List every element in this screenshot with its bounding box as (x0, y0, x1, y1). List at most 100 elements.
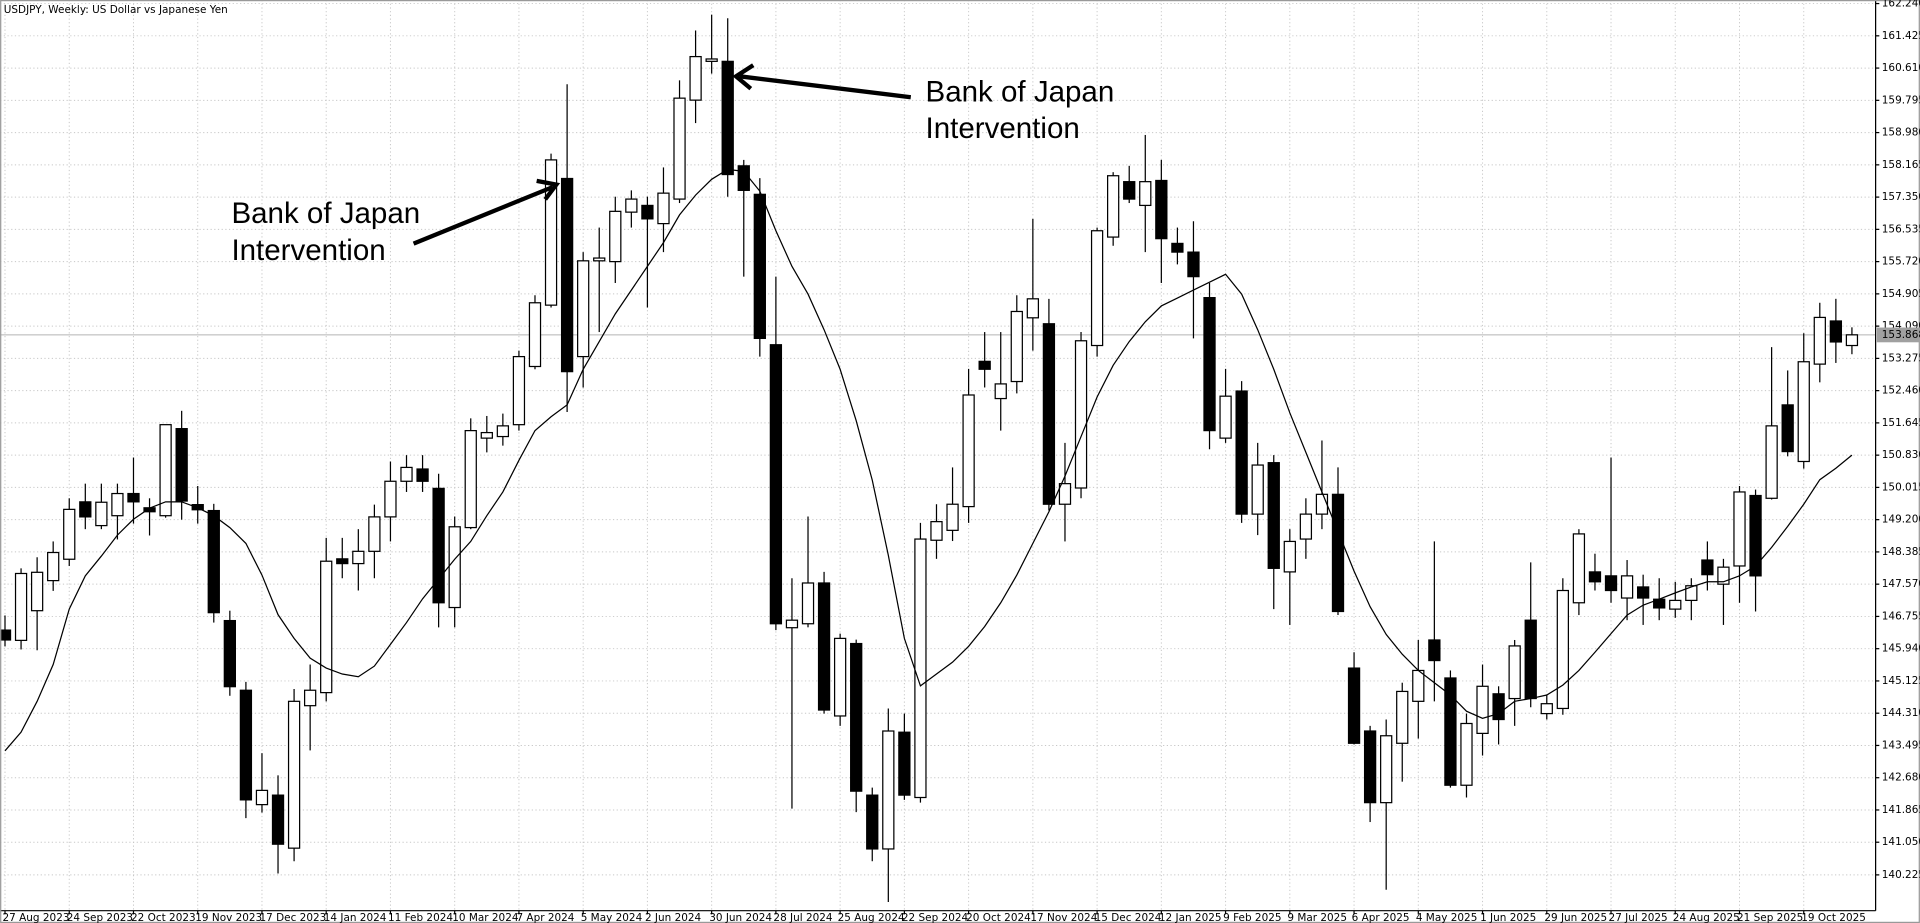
candle-body (1460, 722, 1473, 786)
candle-body (95, 501, 108, 527)
candle-body (544, 159, 558, 306)
x-tick-label: 6 Apr 2025 (1352, 912, 1410, 923)
candle-body (432, 487, 445, 604)
y-tick-label: 140.225 (1882, 869, 1920, 881)
candle-body (1219, 395, 1232, 439)
candle-body (30, 571, 44, 612)
last-price-label: 153.868 (1882, 329, 1920, 341)
y-tick-label: 143.495 (1882, 739, 1920, 751)
candle-body (721, 60, 734, 176)
candle-body (1685, 585, 1698, 602)
x-tick-label: 5 May 2024 (581, 912, 643, 923)
candle-body (1492, 693, 1505, 721)
annotation: Intervention (231, 234, 385, 267)
x-tick-label: 19 Oct 2025 (1801, 912, 1866, 923)
candle-body (239, 689, 253, 801)
y-tick-label: 153.275 (1882, 352, 1920, 364)
x-tick-label: 14 Jan 2024 (324, 912, 387, 923)
candle-body (1508, 645, 1521, 700)
candle-body (1733, 491, 1746, 567)
candle-body (1074, 340, 1088, 489)
x-tick-label: 9 Feb 2025 (1223, 912, 1281, 923)
x-tick-label: 28 Jul 2024 (773, 912, 833, 923)
candle-body (127, 492, 140, 503)
candle-body (1845, 334, 1859, 347)
candle-body (175, 428, 188, 502)
candle-body (1829, 320, 1843, 343)
x-tick-label: 27 Jul 2025 (1609, 912, 1668, 923)
x-tick-label: 9 Mar 2025 (1287, 912, 1347, 923)
candle-body (159, 424, 172, 517)
candle-body (898, 731, 911, 796)
x-tick-label: 17 Nov 2024 (1030, 912, 1097, 923)
candle-body (496, 425, 510, 438)
candle-body (1813, 316, 1826, 365)
candle-body (914, 538, 927, 799)
y-tick-label: 147.570 (1882, 578, 1920, 590)
candle-body (464, 429, 477, 529)
x-tick-label: 4 May 2025 (1416, 912, 1478, 923)
candle-body (271, 794, 285, 845)
candle-body (1636, 586, 1650, 599)
y-tick-label: 162.240 (1882, 0, 1920, 10)
candle-body (368, 516, 381, 552)
candle-body (609, 210, 622, 263)
candle-body (1123, 181, 1136, 200)
y-tick-label: 141.865 (1882, 804, 1920, 816)
y-tick-label: 149.200 (1882, 514, 1920, 526)
candle-body (1010, 310, 1023, 383)
candle-body (1396, 690, 1409, 744)
y-tick-label: 145.940 (1882, 643, 1920, 655)
arrow (739, 74, 912, 100)
candle-body (1155, 179, 1168, 240)
annotation: Bank of Japan (231, 197, 420, 230)
y-tick-label: 157.350 (1882, 191, 1920, 203)
candle-body (1058, 483, 1072, 505)
candle-body (657, 192, 670, 225)
x-tick-label: 12 Jan 2025 (1159, 912, 1222, 923)
chart-title: USDJPY, Weekly: US Dollar vs Japanese Ye… (4, 4, 228, 16)
candle-body (994, 383, 1007, 400)
x-tick-label: 11 Feb 2024 (388, 912, 453, 923)
candle-body (1749, 494, 1762, 577)
x-tick-label: 1 Jun 2025 (1480, 912, 1536, 923)
candle-body (1139, 181, 1152, 207)
candle-body (785, 619, 799, 629)
candle-body (1090, 230, 1104, 347)
candle-body (1363, 730, 1377, 804)
candle-body (753, 193, 766, 340)
x-tick-label: 25 Aug 2024 (838, 912, 905, 923)
candle-body (882, 730, 895, 850)
y-tick-label: 155.720 (1882, 256, 1920, 268)
candle-body (1444, 677, 1457, 786)
candle-body (255, 789, 269, 806)
y-tick-label: 150.015 (1882, 481, 1920, 493)
candle-body (801, 582, 815, 625)
candle-body (1283, 540, 1296, 573)
x-tick-label: 29 Jun 2025 (1544, 912, 1607, 923)
y-tick-label: 142.680 (1882, 772, 1920, 784)
candle-body (1524, 619, 1537, 700)
x-tick-label: 24 Sep 2023 (67, 912, 133, 923)
y-tick-label: 146.755 (1882, 610, 1920, 622)
x-tick-label: 22 Oct 2023 (131, 912, 196, 923)
candle-body (769, 344, 783, 625)
candle-body (63, 508, 76, 560)
x-tick-label: 19 Nov 2023 (195, 912, 262, 923)
candle-body (625, 198, 638, 213)
candle-body (737, 165, 750, 191)
candle-body (1347, 667, 1361, 744)
arrow-head (536, 178, 561, 201)
y-tick-label: 148.385 (1882, 546, 1920, 558)
candle-body (930, 521, 943, 541)
arrow-head (732, 63, 755, 91)
y-tick-label: 145.125 (1882, 675, 1920, 687)
candle-body (673, 97, 686, 200)
candle-body (1267, 462, 1280, 569)
plot (0, 14, 1859, 902)
candle-body (207, 509, 220, 614)
candle-body (1299, 513, 1313, 540)
x-tick-label: 30 Jun 2024 (709, 912, 772, 923)
